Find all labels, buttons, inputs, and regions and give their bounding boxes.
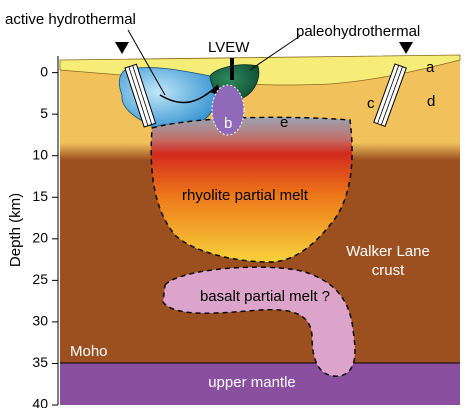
tick-label: 40 — [32, 396, 48, 408]
tick-label: 0 — [40, 63, 48, 79]
tick-label: 20 — [32, 230, 48, 246]
label: d — [427, 93, 435, 110]
label: c — [367, 95, 375, 112]
label: paleohydrothermal — [296, 23, 420, 40]
well-marker — [115, 42, 129, 54]
label: a — [426, 59, 435, 76]
label: Moho — [70, 343, 108, 360]
label: crust — [372, 262, 405, 279]
tick-label: 5 — [40, 105, 48, 121]
tick-label: 25 — [32, 271, 48, 287]
tick-label: 35 — [32, 354, 48, 370]
label: basalt partial melt ? — [200, 288, 330, 305]
tick-label: 15 — [32, 188, 48, 204]
label: e — [280, 114, 288, 131]
axis-label: Depth (km) — [7, 193, 24, 267]
label: Walker Lane — [346, 243, 430, 260]
label: rhyolite partial melt — [182, 187, 309, 204]
label: upper mantle — [208, 374, 296, 391]
tick-label: 30 — [32, 313, 48, 329]
label: active hydrothermal — [5, 11, 136, 28]
cross-section: active hydrothermal paleohydrothermal LV… — [0, 0, 471, 408]
section — [60, 30, 460, 405]
well-marker — [399, 42, 413, 54]
label: b — [224, 115, 232, 132]
label: LVEW — [208, 39, 250, 56]
tick-label: 10 — [32, 146, 48, 162]
